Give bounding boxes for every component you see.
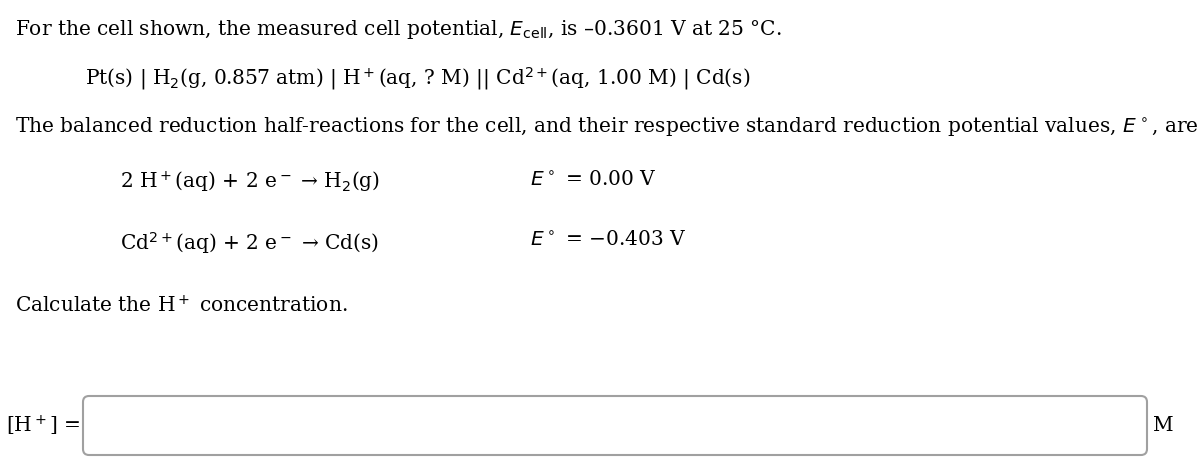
Text: [H$^+$] =: [H$^+$] = bbox=[6, 413, 80, 438]
Text: $E^\circ$ = 0.00 V: $E^\circ$ = 0.00 V bbox=[530, 170, 656, 189]
FancyBboxPatch shape bbox=[83, 396, 1147, 455]
Text: M: M bbox=[1153, 416, 1174, 435]
Text: 2 H$^+$(aq) + 2 e$^-$ → H$_2$(g): 2 H$^+$(aq) + 2 e$^-$ → H$_2$(g) bbox=[120, 170, 380, 195]
Text: Pt(s) | H$_2$(g, 0.857 atm) | H$^+$(aq, ? M) || Cd$^{2+}$(aq, 1.00 M) | Cd(s): Pt(s) | H$_2$(g, 0.857 atm) | H$^+$(aq, … bbox=[85, 65, 750, 92]
Text: The balanced reduction half-reactions for the cell, and their respective standar: The balanced reduction half-reactions fo… bbox=[14, 115, 1199, 138]
Text: For the cell shown, the measured cell potential, $E_{\mathrm{cell}}$, is –0.3601: For the cell shown, the measured cell po… bbox=[14, 18, 781, 41]
Text: Cd$^{2+}$(aq) + 2 e$^-$ → Cd(s): Cd$^{2+}$(aq) + 2 e$^-$ → Cd(s) bbox=[120, 230, 379, 256]
Text: $E^\circ$ = −0.403 V: $E^\circ$ = −0.403 V bbox=[530, 230, 686, 249]
Text: Calculate the H$^+$ concentration.: Calculate the H$^+$ concentration. bbox=[14, 295, 348, 316]
